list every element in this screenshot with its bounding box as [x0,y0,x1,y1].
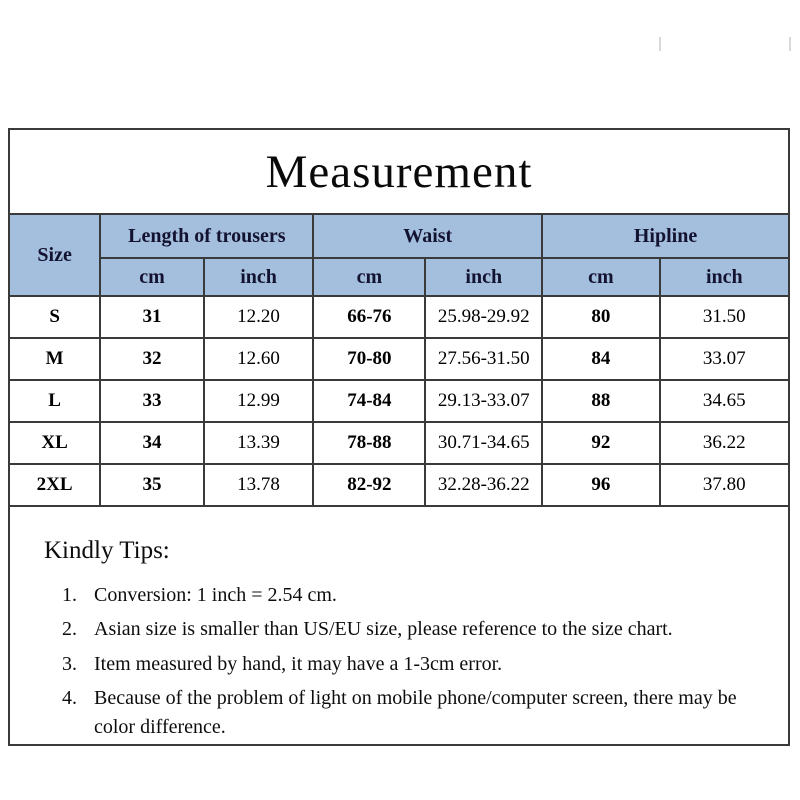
list-item-text: Conversion: 1 inch = 2.54 cm. [94,584,337,606]
list-item-number: 1. [62,584,77,606]
list-item-number: 2. [62,618,77,641]
table-cell: 88 [541,379,661,423]
list-item: 1. Conversion: 1 inch = 2.54 cm. [62,581,748,609]
table-cell: 29.13-33.07 [424,379,544,423]
unit-header: cm [312,257,427,297]
table-cell: 36.22 [658,421,788,465]
table-cell: 25.98-29.92 [424,295,544,339]
tips-list: 1. Conversion: 1 inch = 2.54 cm. 2. Asia… [44,581,748,741]
table-header-row: Size Length of trousers Waist Hipline [10,213,788,297]
unit-header: cm [541,257,661,297]
size-cell: S [10,295,102,339]
column-header-length: Length of trousers [99,213,315,259]
table-cell: 66-76 [312,295,427,339]
table-cell: 12.60 [202,337,315,381]
table-cell: 35 [99,463,205,507]
list-item-text: Asian size is smaller than US/EU size, p… [94,618,673,641]
unit-header: inch [202,257,315,297]
table-cell: 34.65 [658,379,788,423]
chart-frame: Measurement Size Length of trousers Wais… [8,128,790,746]
list-item-text: Item measured by hand, it may have a 1-3… [94,652,503,675]
table-cell: 13.78 [202,463,315,507]
table-cell: 33 [99,379,205,423]
list-item-number: 3. [62,652,77,675]
table-row: 2XL 35 13.78 82-92 32.28-36.22 96 37.80 [10,463,788,507]
table-cell: 32.28-36.22 [424,463,544,507]
table-cell: 34 [99,421,205,465]
unit-header: inch [424,257,544,297]
table-cell: 12.99 [202,379,315,423]
table-cell: 37.80 [658,463,788,507]
size-cell: M [10,337,102,381]
list-item: 2. Asian size is smaller than US/EU size… [62,615,748,643]
table-cell: 12.20 [202,295,315,339]
table-row: S 31 12.20 66-76 25.98-29.92 80 31.50 [10,295,788,339]
table-cell: 80 [541,295,661,339]
unit-header: inch [658,257,788,297]
table-cell: 92 [541,421,661,465]
page-title: Measurement [265,145,533,198]
table-cell: 27.56-31.50 [424,337,544,381]
list-item-text: Because of the problem of light on mobil… [94,687,737,738]
unit-header: cm [100,257,205,297]
table-row: L 33 12.99 74-84 29.13-33.07 88 34.65 [10,379,788,423]
table-cell: 31 [99,295,205,339]
table-cell: 96 [541,463,661,507]
size-cell: 2XL [10,463,102,507]
table-cell: 74-84 [312,379,427,423]
column-header-waist: Waist [312,213,544,259]
measurement-table: Size Length of trousers Waist Hipline cm… [10,213,788,507]
list-item-number: 4. [62,687,77,710]
table-cell: 30.71-34.65 [424,421,544,465]
column-header-size: Size [10,213,102,297]
list-item: 4. Because of the problem of light on mo… [62,684,748,741]
kindly-tips-section: Kindly Tips: 1. Conversion: 1 inch = 2.5… [10,507,788,741]
size-cell: L [10,379,102,423]
artifact-mark [659,37,661,51]
table-cell: 13.39 [202,421,315,465]
table-cell: 32 [99,337,205,381]
table-cell: 31.50 [658,295,788,339]
list-item: 3. Item measured by hand, it may have a … [62,650,748,678]
table-cell: 82-92 [312,463,427,507]
size-cell: XL [10,421,102,465]
tips-heading: Kindly Tips: [44,537,170,564]
table-cell: 33.07 [658,337,788,381]
table-unit-row: cm inch cm inch cm inch [10,257,788,297]
table-cell: 84 [541,337,661,381]
artifact-mark [789,37,791,51]
table-cell: 78-88 [312,421,427,465]
table-row: M 32 12.60 70-80 27.56-31.50 84 33.07 [10,337,788,381]
table-row: XL 34 13.39 78-88 30.71-34.65 92 36.22 [10,421,788,465]
table-cell: 70-80 [312,337,427,381]
column-header-hipline: Hipline [541,213,788,259]
